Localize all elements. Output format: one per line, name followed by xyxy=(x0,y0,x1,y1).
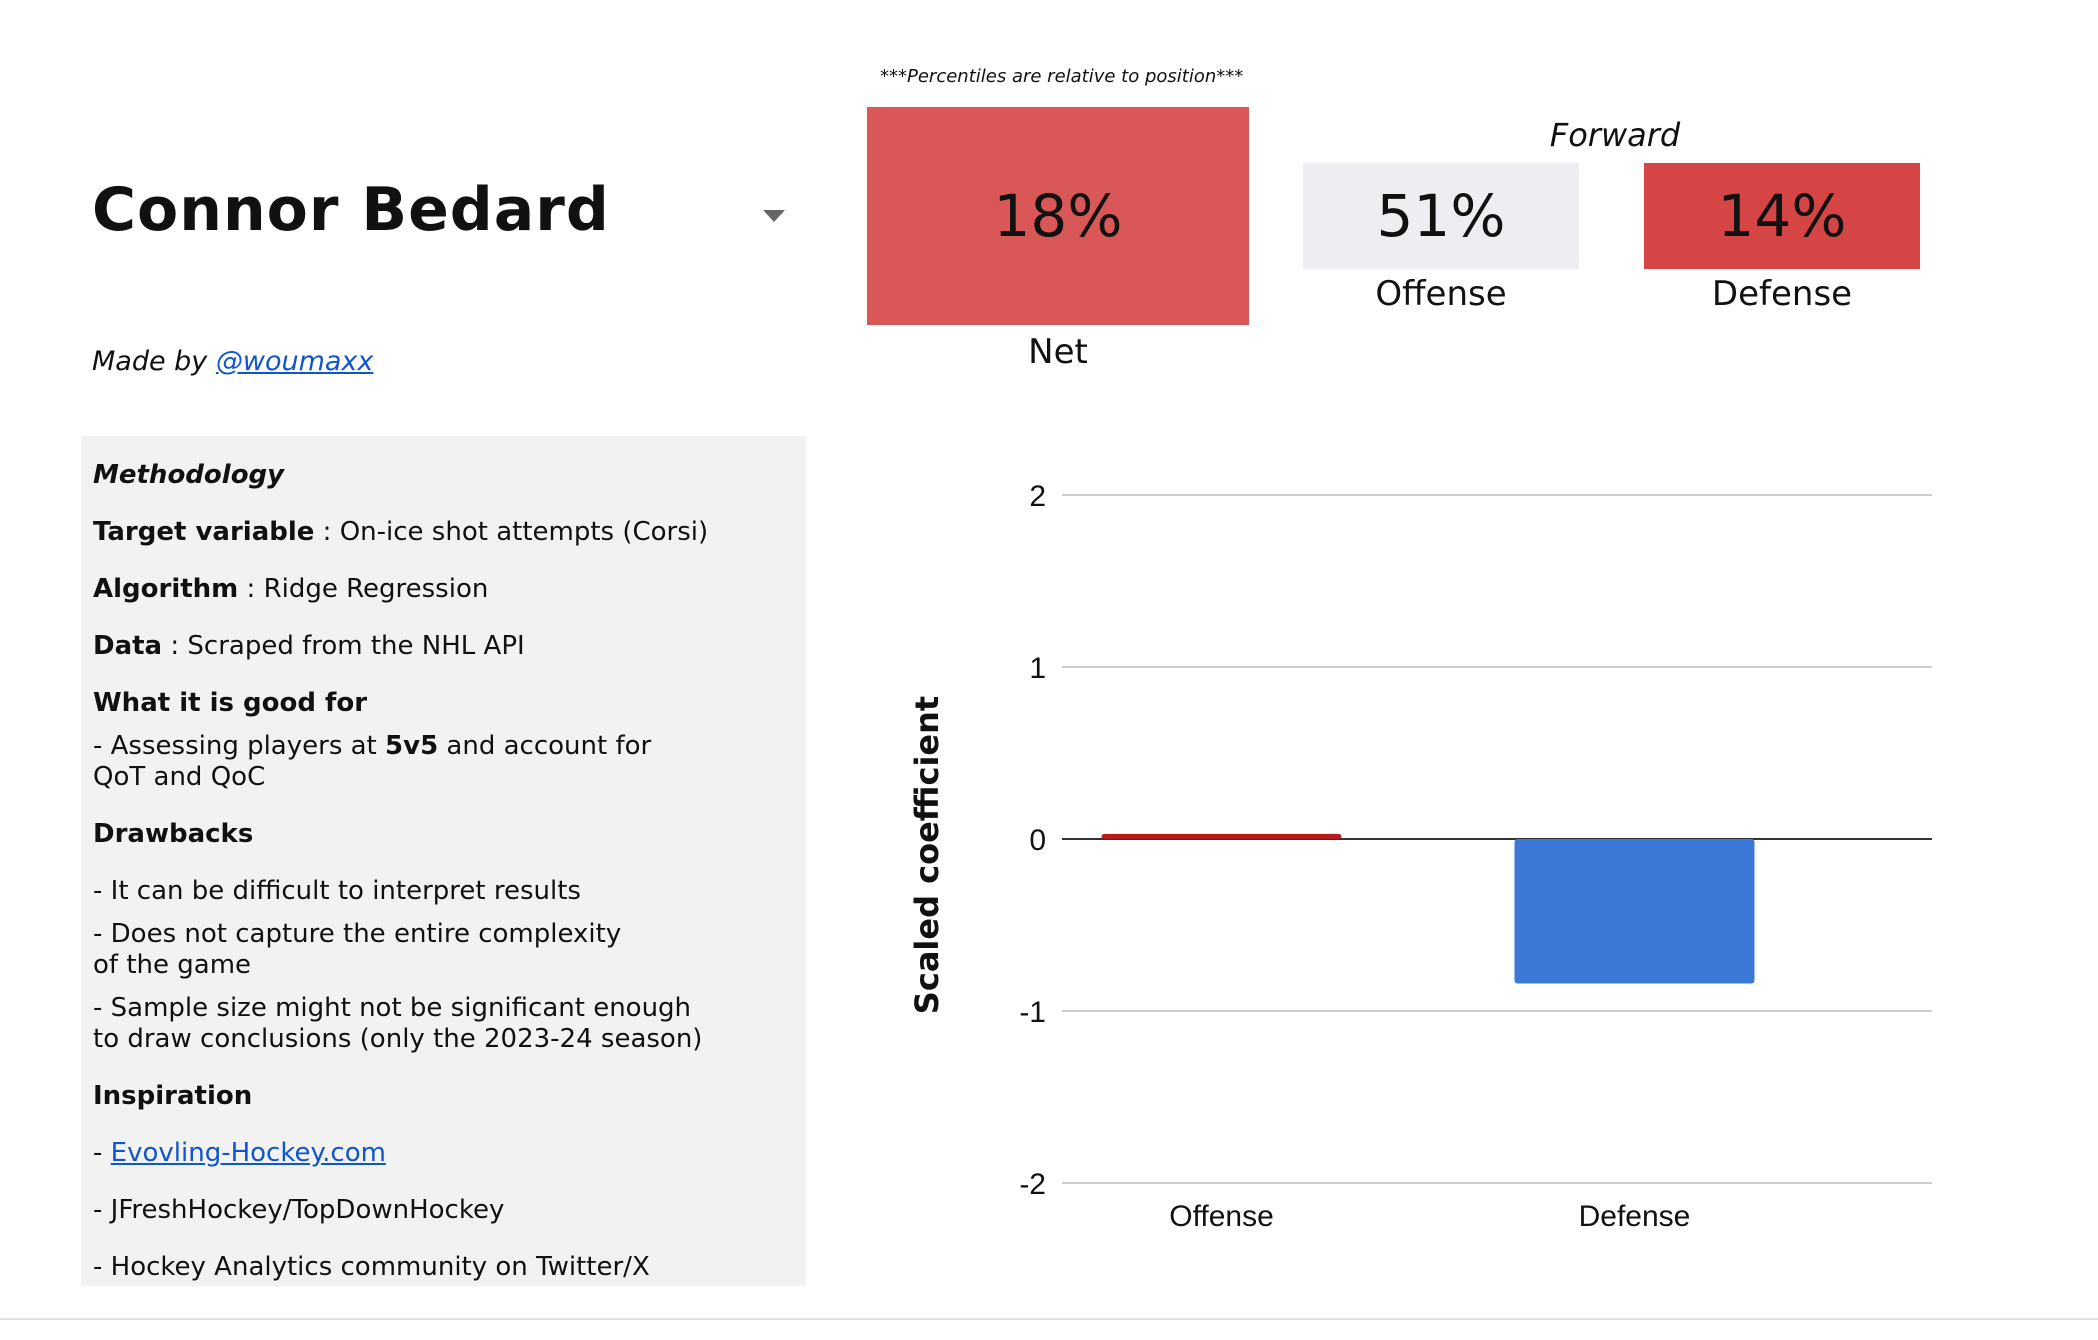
drawback-3-line-1: - Sample size might not be significant e… xyxy=(93,993,692,1023)
y-tick-label: 0 xyxy=(1029,824,1046,857)
drawback-1: - It can be difficult to interpret resul… xyxy=(93,876,581,906)
inspiration-1-prefix: - xyxy=(93,1138,111,1168)
inspiration-3: - Hockey Analytics community on Twitter/… xyxy=(93,1252,650,1282)
y-tick-label: 2 xyxy=(1029,480,1046,513)
y-tick-label: 1 xyxy=(1029,652,1046,685)
x-category-label: Defense xyxy=(1579,1200,1691,1233)
chevron-down-icon[interactable] xyxy=(763,210,785,222)
y-tick-label: -1 xyxy=(1019,996,1046,1029)
good-for-bold: 5v5 xyxy=(385,731,439,761)
evolving-hockey-link[interactable]: Evovling-Hockey.com xyxy=(110,1138,386,1168)
inspiration-title: Inspiration xyxy=(93,1081,253,1111)
bar-defense xyxy=(1514,839,1755,984)
algorithm-line: Algorithm : Ridge Regression xyxy=(93,574,794,605)
good-for-line-2: QoT and QoC xyxy=(93,762,266,792)
good-for-title: What it is good for xyxy=(93,688,368,718)
y-tick-label: -2 xyxy=(1019,1168,1046,1201)
offense-percentile-tile: 51% xyxy=(1303,163,1579,269)
net-percentile-tile: 18% xyxy=(867,107,1249,325)
good-for-post: and account for xyxy=(438,731,652,761)
player-name-dropdown[interactable]: Connor Bedard xyxy=(92,175,610,245)
bottom-divider xyxy=(0,1318,2098,1320)
coefficient-bar-chart: 2 1 0 -1 -2 Offense Defense Scaled coefficient xyxy=(908,480,1932,1233)
inspiration-1: - Evovling-Hockey.com xyxy=(93,1138,794,1169)
target-variable-label: Target variable xyxy=(93,517,315,547)
methodology-panel: Methodology Target variable : On-ice sho… xyxy=(81,436,806,1286)
x-category-label: Offense xyxy=(1169,1200,1274,1233)
methodology-heading: Methodology xyxy=(93,460,285,490)
made-by-credit: Made by @woumaxx xyxy=(92,346,373,377)
drawback-2-line-1: - Does not capture the entire complexity xyxy=(93,919,622,949)
defense-percentile-tile: 14% xyxy=(1644,163,1920,269)
target-variable-line: Target variable : On-ice shot attempts (… xyxy=(93,517,794,548)
inspiration-2: - JFreshHockey/TopDownHockey xyxy=(93,1195,505,1225)
position-label: Forward xyxy=(1549,116,1681,154)
author-link[interactable]: @woumaxx xyxy=(215,346,374,377)
drawback-3-line-2: to draw conclusions (only the 2023-24 se… xyxy=(93,1024,703,1054)
algorithm-value: : Ridge Regression xyxy=(238,574,489,604)
net-label: Net xyxy=(1028,332,1088,372)
drawbacks-heading: Drawbacks xyxy=(93,819,794,850)
good-for-heading: What it is good for xyxy=(93,688,794,719)
made-by-prefix: Made by xyxy=(92,346,216,377)
offense-label: Offense xyxy=(1375,274,1507,314)
algorithm-label: Algorithm xyxy=(93,574,239,604)
target-variable-value: : On-ice shot attempts (Corsi) xyxy=(314,517,709,547)
data-line: Data : Scraped from the NHL API xyxy=(93,631,794,662)
good-for-line-1: - Assessing players at 5v5 and account f… xyxy=(93,731,794,762)
data-label: Data xyxy=(93,631,163,661)
bar-offense xyxy=(1101,833,1342,839)
drawback-2-line-2: of the game xyxy=(93,950,252,980)
data-value: : Scraped from the NHL API xyxy=(162,631,525,661)
defense-label: Defense xyxy=(1711,274,1853,314)
inspiration-heading: Inspiration xyxy=(93,1081,794,1112)
drawbacks-title: Drawbacks xyxy=(93,819,254,849)
y-axis-title: Scaled coefficient xyxy=(908,696,946,1014)
good-for-pre: - Assessing players at xyxy=(93,731,386,761)
percentile-note: ***Percentiles are relative to position*… xyxy=(880,66,1244,87)
